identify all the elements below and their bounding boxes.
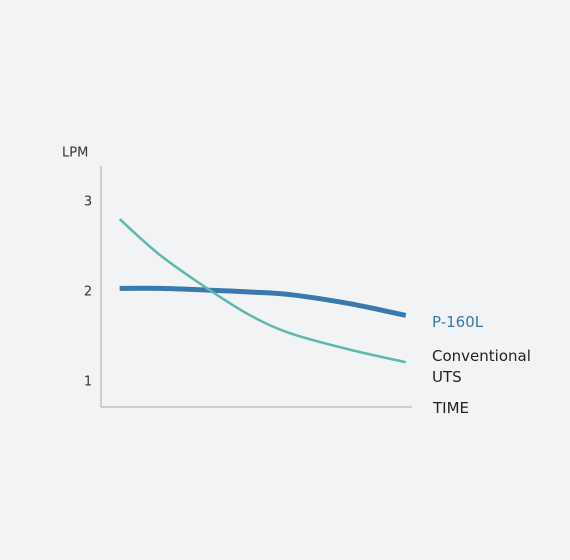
line-series [119, 285, 407, 318]
series-label: Conventional UTS [432, 347, 531, 386]
y-tick-label: 2 [84, 285, 92, 300]
y-tick-label: 3 [84, 195, 92, 210]
x-axis-label: TIME [433, 399, 470, 417]
y-tick-label: 1 [84, 375, 92, 390]
y-axis-label: LPM [62, 146, 88, 161]
line-series [118, 218, 407, 364]
series-label: P-160L [432, 313, 484, 331]
